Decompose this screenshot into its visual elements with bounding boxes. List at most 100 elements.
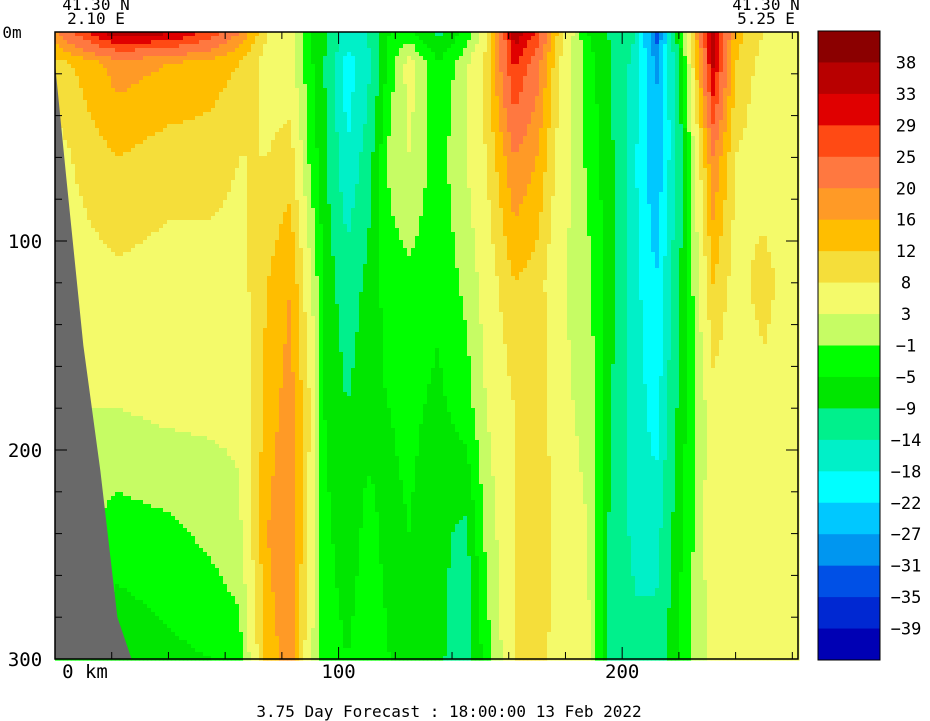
field-cell bbox=[279, 80, 284, 85]
field-cell bbox=[735, 44, 740, 49]
field-cell bbox=[495, 44, 500, 49]
field-cell bbox=[347, 72, 352, 77]
field-cell bbox=[695, 104, 700, 109]
field-cell bbox=[491, 84, 496, 89]
field-cell bbox=[247, 112, 252, 117]
field-cell bbox=[579, 60, 584, 65]
field-cell bbox=[211, 112, 216, 117]
field-cell bbox=[235, 92, 240, 97]
field-cell bbox=[235, 76, 240, 81]
field-cell bbox=[379, 68, 384, 73]
field-cell bbox=[175, 92, 180, 97]
field-cell bbox=[407, 104, 412, 109]
field-cell bbox=[335, 56, 340, 61]
field-cell bbox=[227, 116, 232, 121]
field-cell bbox=[787, 68, 792, 73]
field-cell bbox=[499, 52, 504, 57]
field-cell bbox=[207, 88, 212, 93]
field-cell bbox=[83, 40, 88, 45]
field-cell bbox=[627, 96, 632, 101]
field-cell bbox=[375, 76, 380, 81]
field-cell bbox=[387, 76, 392, 81]
field-cell bbox=[115, 76, 120, 81]
field-cell bbox=[663, 108, 668, 113]
field-cell bbox=[87, 76, 92, 81]
field-cell bbox=[531, 120, 536, 125]
field-cell bbox=[743, 84, 748, 89]
field-cell bbox=[391, 48, 396, 53]
field-cell bbox=[751, 60, 756, 65]
field-cell bbox=[351, 92, 356, 97]
field-cell bbox=[607, 52, 612, 57]
field-cell bbox=[503, 64, 508, 69]
field-cell bbox=[167, 132, 172, 137]
field-cell bbox=[671, 128, 676, 133]
field-cell bbox=[99, 68, 104, 73]
field-cell bbox=[791, 40, 796, 45]
field-cell bbox=[499, 92, 504, 97]
field-cell bbox=[771, 84, 776, 89]
field-cell bbox=[335, 72, 340, 77]
field-cell bbox=[327, 80, 332, 85]
field-cell bbox=[91, 120, 96, 125]
field-cell bbox=[199, 48, 204, 53]
field-cell bbox=[731, 128, 736, 133]
field-cell bbox=[123, 48, 128, 53]
field-cell bbox=[419, 52, 424, 57]
field-cell bbox=[259, 96, 264, 101]
field-cell bbox=[91, 112, 96, 117]
field-cell bbox=[239, 80, 244, 85]
field-cell bbox=[375, 92, 380, 97]
field-cell bbox=[235, 100, 240, 105]
field-cell bbox=[703, 72, 708, 77]
field-cell bbox=[263, 88, 268, 93]
field-cell bbox=[755, 100, 760, 105]
field-cell bbox=[763, 40, 768, 45]
field-cell bbox=[439, 76, 444, 81]
field-cell bbox=[471, 136, 476, 141]
field-cell bbox=[403, 124, 408, 129]
field-cell bbox=[63, 128, 68, 133]
field-cell bbox=[251, 72, 256, 77]
field-cell bbox=[67, 88, 72, 93]
field-cell bbox=[251, 48, 256, 53]
field-cell bbox=[103, 88, 108, 93]
field-cell bbox=[171, 56, 176, 61]
field-cell bbox=[323, 112, 328, 117]
field-cell bbox=[155, 132, 160, 137]
field-cell bbox=[191, 48, 196, 53]
field-cell bbox=[487, 108, 492, 113]
field-cell bbox=[363, 92, 368, 97]
field-cell bbox=[119, 68, 124, 73]
field-cell bbox=[435, 52, 440, 57]
field-cell bbox=[659, 136, 664, 141]
field-cell bbox=[215, 76, 220, 81]
field-cell bbox=[647, 36, 652, 41]
field-cell bbox=[639, 76, 644, 81]
field-cell bbox=[151, 100, 156, 105]
field-cell bbox=[163, 80, 168, 85]
field-cell bbox=[83, 136, 88, 141]
field-cell bbox=[651, 136, 656, 141]
field-cell bbox=[115, 124, 120, 129]
field-cell bbox=[211, 44, 216, 49]
field-cell bbox=[175, 52, 180, 57]
field-cell bbox=[443, 52, 448, 57]
field-cell bbox=[143, 72, 148, 77]
field-cell bbox=[223, 64, 228, 69]
field-cell bbox=[131, 56, 136, 61]
field-cell bbox=[515, 44, 520, 49]
field-cell bbox=[591, 112, 596, 117]
field-cell bbox=[451, 40, 456, 45]
field-cell bbox=[291, 80, 296, 85]
field-cell bbox=[519, 112, 524, 117]
field-cell bbox=[519, 100, 524, 105]
field-cell bbox=[619, 112, 624, 117]
field-cell bbox=[411, 72, 416, 77]
field-cell bbox=[751, 132, 756, 137]
field-cell bbox=[59, 84, 64, 89]
field-cell bbox=[523, 64, 528, 69]
field-cell bbox=[323, 72, 328, 77]
field-cell bbox=[235, 40, 240, 45]
field-cell bbox=[579, 132, 584, 137]
